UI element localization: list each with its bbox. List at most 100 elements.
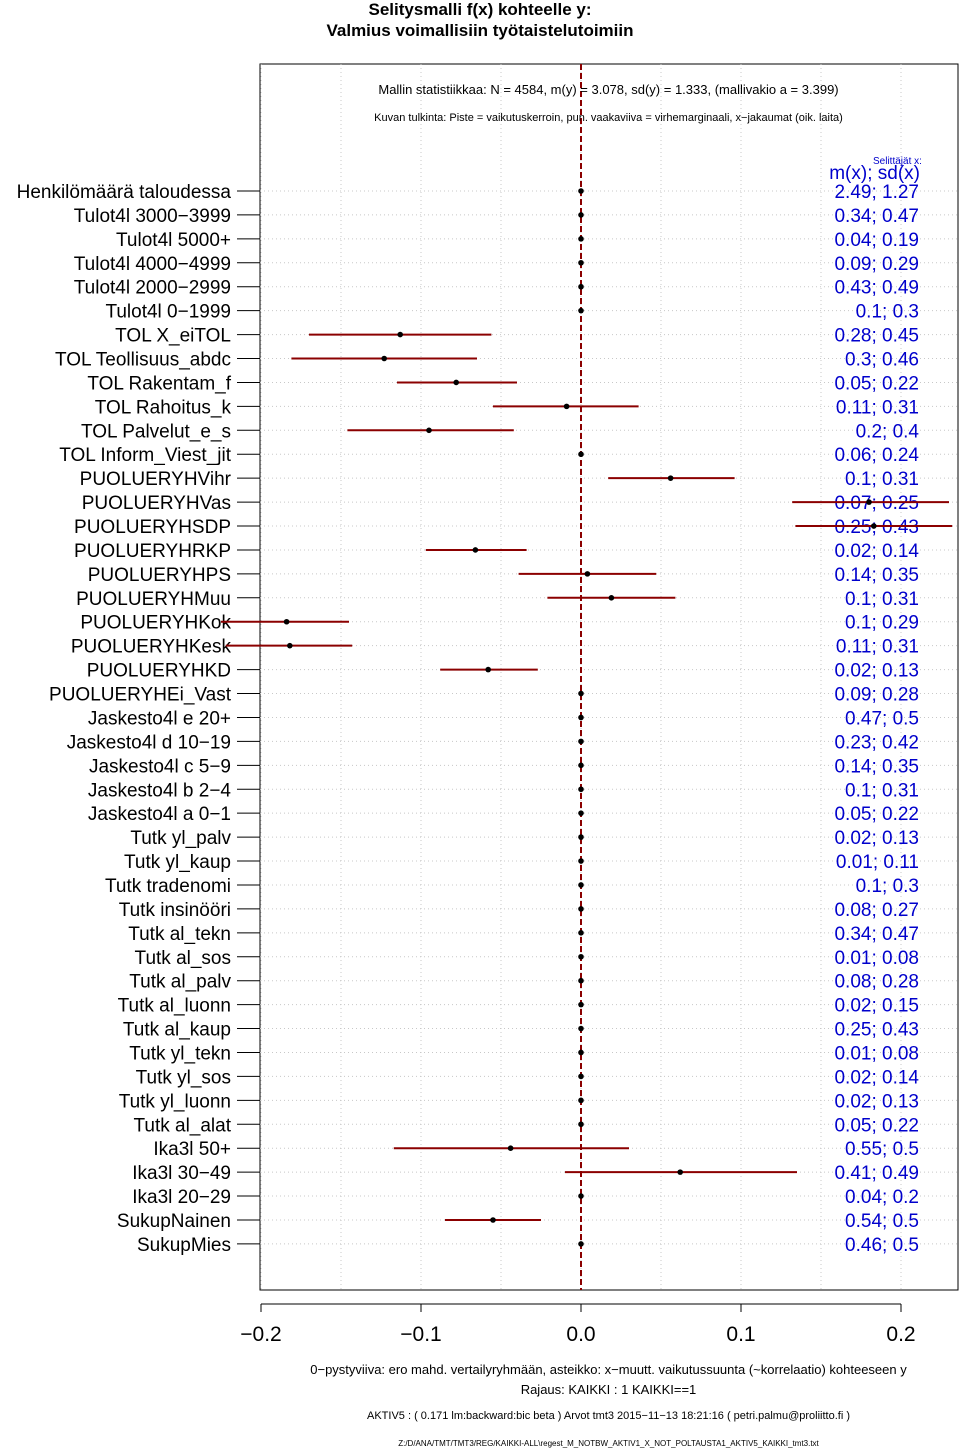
row-label: Tutk yl_tekn (129, 1043, 231, 1064)
estimate-point (871, 523, 877, 529)
estimate-point (578, 858, 584, 864)
row-stat: 0.01; 0.11 (836, 852, 919, 873)
estimate-point (490, 1217, 496, 1223)
row-stat: 0.14; 0.35 (834, 565, 919, 586)
row-label: Tutk al_alat (133, 1115, 231, 1136)
estimate-point (453, 379, 460, 386)
footer-line-3: AKTIV5 : ( 0.171 lm:backward:bic beta ) … (367, 1410, 850, 1422)
row-stat: 0.43; 0.49 (834, 278, 919, 299)
estimate-point (578, 930, 584, 936)
estimate-point (426, 427, 432, 434)
row-label: SukupMies (137, 1235, 231, 1256)
row-stat: 0.1; 0.3 (856, 302, 919, 323)
right-header-small: Selittäjät x: (873, 156, 922, 167)
row-label: PUOLUERYHVihr (80, 469, 232, 490)
row-stat: 0.01; 0.08 (834, 948, 919, 969)
row-stat: 0.11; 0.31 (836, 637, 919, 658)
estimate-point (578, 1073, 584, 1080)
row-stat: 0.05; 0.22 (834, 1115, 919, 1136)
row-label: Jaskesto4l b 2−4 (88, 780, 232, 801)
estimate-point (578, 1097, 584, 1104)
estimate-point (608, 595, 615, 601)
row-label: Tutk yl_palv (130, 828, 231, 849)
row-label: Tulot4l 3000−3999 (74, 206, 231, 227)
row-label: PUOLUERYHMuu (76, 589, 231, 610)
footer-line-1: 0−pystyviiva: ero mahd. vertailyryhmään,… (310, 1362, 907, 1377)
row-label: Jaskesto4l d 10−19 (67, 732, 231, 753)
row-stat: 0.1; 0.3 (856, 876, 919, 897)
row-stat: 0.25; 0.43 (834, 517, 919, 538)
row-label: PUOLUERYHSDP (74, 517, 231, 538)
estimate-point (866, 499, 872, 505)
interpretation-line: Kuvan tulkinta: Piste = vaikutuskerroin,… (374, 112, 843, 124)
row-label: PUOLUERYHKesk (71, 637, 232, 658)
estimate-point (485, 666, 492, 673)
row-label: Tutk al_palv (129, 972, 231, 993)
row-stat: 0.28; 0.45 (834, 326, 919, 347)
x-tick-label: −0.2 (240, 1323, 281, 1346)
estimate-point (578, 810, 584, 816)
estimate-point (578, 1049, 584, 1056)
chart-subtitle: Valmius voimallisiin työtaistelutoimiin (326, 21, 634, 40)
chart-title: Selitysmalli f(x) kohteelle y: (368, 0, 592, 19)
row-label: PUOLUERYHPS (88, 565, 231, 586)
row-stat: 0.05; 0.22 (834, 373, 919, 394)
estimate-point (578, 762, 584, 769)
estimate-point (578, 1001, 584, 1008)
row-label: TOL Teollisuus_abdc (55, 350, 231, 371)
row-stat: 0.1; 0.31 (845, 589, 919, 610)
row-label: Jaskesto4l c 5−9 (89, 756, 231, 777)
estimate-point (563, 403, 570, 410)
stats-line: Mallin statistiikkaa: N = 4584, m(y) = 3… (378, 82, 839, 97)
row-stat: 0.05; 0.22 (834, 804, 919, 825)
x-tick-label: 0.0 (566, 1323, 595, 1346)
row-stat: 0.54; 0.5 (845, 1211, 919, 1232)
row-stat: 0.02; 0.14 (834, 541, 919, 562)
estimate-point (381, 355, 388, 362)
row-label: TOL Inform_Viest_jit (59, 445, 232, 466)
row-label: Tutk yl_sos (136, 1067, 231, 1088)
row-stat: 0.08; 0.28 (834, 972, 919, 993)
row-stat: 0.06; 0.24 (834, 445, 919, 466)
row-stat: 0.55; 0.5 (845, 1139, 919, 1160)
estimate-point (578, 212, 584, 218)
row-label: Tutk yl_kaup (124, 852, 231, 873)
row-stat: 0.46; 0.5 (845, 1235, 919, 1256)
estimate-point (287, 642, 293, 649)
row-stat: 0.1; 0.31 (845, 780, 919, 801)
row-label: TOL X_eiTOL (115, 326, 231, 347)
row-stat: 0.25; 0.43 (834, 1020, 919, 1041)
estimate-point (578, 236, 584, 242)
plot-frame (259, 63, 959, 1291)
estimate-point (578, 259, 584, 266)
row-stat: 0.01; 0.08 (834, 1043, 919, 1064)
row-label: TOL Rakentam_f (87, 373, 231, 394)
row-label: PUOLUERYHRKP (74, 541, 231, 562)
row-label: Jaskesto4l a 0−1 (88, 804, 231, 825)
estimate-point (578, 834, 584, 840)
row-label: PUOLUERYHEi_Vast (49, 685, 232, 706)
estimate-point (578, 977, 584, 984)
row-stat: 0.14; 0.35 (834, 756, 919, 777)
row-label: TOL Palvelut_e_s (81, 421, 231, 442)
estimate-point (578, 307, 584, 314)
row-label: Henkilömäärä taloudessa (17, 182, 232, 203)
row-label: Tutk insinööri (119, 900, 231, 921)
row-label: Tulot4l 2000−2999 (74, 278, 231, 299)
row-stat: 0.23; 0.42 (834, 732, 919, 753)
row-label: Tutk al_kaup (123, 1020, 231, 1041)
estimate-point (578, 953, 584, 960)
row-stat: 0.02; 0.13 (834, 661, 919, 682)
estimate-point (578, 738, 584, 745)
estimate-point (578, 1193, 584, 1199)
estimate-point (578, 1025, 584, 1032)
row-label: Jaskesto4l e 20+ (88, 708, 231, 729)
row-stat: 0.04; 0.2 (845, 1187, 919, 1208)
row-stat: 0.09; 0.28 (834, 685, 919, 706)
row-stat: 0.02; 0.15 (834, 996, 919, 1017)
row-label: Tutk tradenomi (105, 876, 231, 897)
estimate-point (578, 690, 584, 697)
x-tick-label: 0.1 (726, 1323, 755, 1346)
row-stat: 0.07; 0.25 (834, 493, 919, 514)
